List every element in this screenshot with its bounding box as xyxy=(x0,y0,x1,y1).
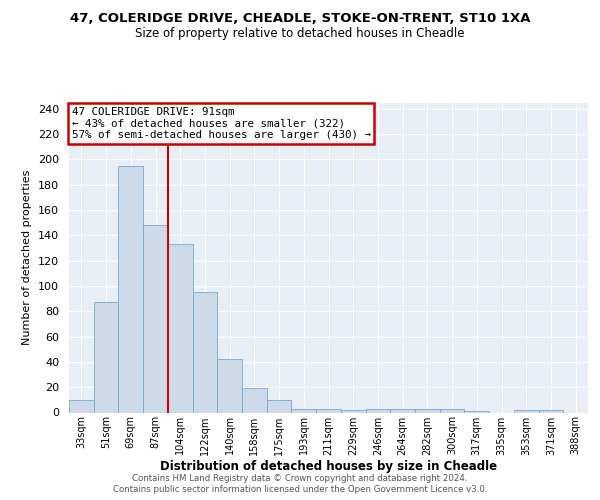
Bar xyxy=(415,408,440,412)
Text: 47, COLERIDGE DRIVE, CHEADLE, STOKE-ON-TRENT, ST10 1XA: 47, COLERIDGE DRIVE, CHEADLE, STOKE-ON-T… xyxy=(70,12,530,26)
Bar xyxy=(143,225,168,412)
Text: Contains HM Land Registry data © Crown copyright and database right 2024.: Contains HM Land Registry data © Crown c… xyxy=(132,474,468,483)
Bar xyxy=(440,408,464,412)
X-axis label: Distribution of detached houses by size in Cheadle: Distribution of detached houses by size … xyxy=(160,460,497,473)
Bar xyxy=(464,411,489,412)
Y-axis label: Number of detached properties: Number of detached properties xyxy=(22,170,32,345)
Text: Size of property relative to detached houses in Cheadle: Size of property relative to detached ho… xyxy=(135,28,465,40)
Bar xyxy=(514,410,539,412)
Bar xyxy=(292,408,316,412)
Bar xyxy=(341,410,365,412)
Bar xyxy=(168,244,193,412)
Bar xyxy=(267,400,292,412)
Bar xyxy=(316,408,341,412)
Bar xyxy=(193,292,217,412)
Bar xyxy=(118,166,143,412)
Text: 47 COLERIDGE DRIVE: 91sqm
← 43% of detached houses are smaller (322)
57% of semi: 47 COLERIDGE DRIVE: 91sqm ← 43% of detac… xyxy=(71,107,371,140)
Bar xyxy=(365,408,390,412)
Bar xyxy=(539,410,563,412)
Bar xyxy=(390,408,415,412)
Bar xyxy=(69,400,94,412)
Bar xyxy=(217,360,242,412)
Bar xyxy=(94,302,118,412)
Bar xyxy=(242,388,267,412)
Text: Contains public sector information licensed under the Open Government Licence v3: Contains public sector information licen… xyxy=(113,485,487,494)
